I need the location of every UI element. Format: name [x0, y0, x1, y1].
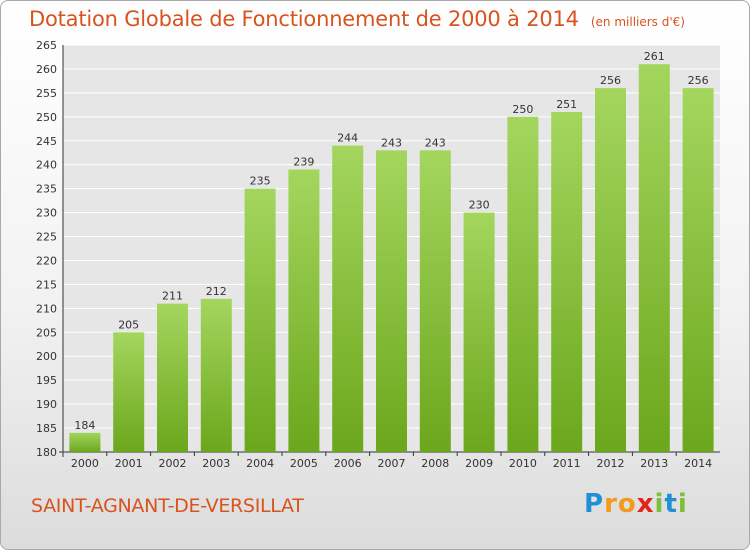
x-tick-label: 2012: [597, 457, 625, 470]
chart-title-block: Dotation Globale de Fonctionnement de 20…: [29, 7, 685, 31]
logo-letter: i: [677, 489, 688, 519]
logo-letter: t: [664, 489, 678, 519]
bar-value-label: 261: [644, 50, 665, 63]
x-tick-label: 2006: [334, 457, 362, 470]
bar: [113, 332, 145, 452]
bar: [682, 88, 714, 452]
bar: [332, 145, 364, 452]
x-tick-label: 2005: [290, 457, 318, 470]
logo-letter: x: [636, 489, 655, 519]
bar-value-label: 211: [162, 290, 183, 303]
x-tick-label: 2000: [71, 457, 99, 470]
y-tick-label: 265: [36, 39, 57, 52]
bar: [638, 64, 670, 452]
bar: [157, 303, 188, 452]
bar: [551, 112, 583, 452]
x-tick-label: 2007: [378, 457, 406, 470]
bar-value-label: 251: [556, 98, 577, 111]
bar: [595, 88, 626, 452]
bar-value-label: 184: [74, 419, 95, 432]
logo-letter: P: [584, 489, 605, 519]
logo-letter: r: [604, 489, 618, 519]
x-tick-label: 2008: [421, 457, 449, 470]
logo-letter: o: [617, 489, 637, 519]
y-tick-label: 210: [36, 302, 57, 315]
bar-value-label: 205: [118, 318, 139, 331]
bar-value-label: 239: [293, 155, 314, 168]
x-tick-label: 2013: [640, 457, 668, 470]
bar-value-label: 235: [250, 175, 271, 188]
bar: [244, 188, 276, 452]
bar-value-label: 243: [381, 136, 402, 149]
y-tick-label: 205: [36, 326, 57, 339]
y-tick-label: 220: [36, 254, 57, 267]
x-tick-label: 2014: [684, 457, 712, 470]
y-tick-label: 255: [36, 87, 57, 100]
y-tick-label: 200: [36, 350, 57, 363]
chart-title: Dotation Globale de Fonctionnement de 20…: [29, 7, 579, 31]
bar-value-label: 244: [337, 132, 358, 145]
y-tick-label: 250: [36, 111, 57, 124]
y-tick-label: 225: [36, 231, 57, 244]
bar-value-label: 256: [688, 74, 709, 87]
bar-value-label: 256: [600, 74, 621, 87]
x-tick-label: 2001: [115, 457, 143, 470]
y-tick-label: 215: [36, 278, 57, 291]
bar: [376, 150, 407, 453]
bar-value-label: 230: [469, 199, 490, 212]
x-tick-label: 2004: [246, 457, 274, 470]
y-tick-label: 235: [36, 183, 57, 196]
bar-value-label: 243: [425, 136, 446, 149]
x-tick-label: 2003: [202, 457, 230, 470]
bar: [507, 116, 539, 453]
bar: [200, 298, 232, 452]
y-tick-label: 185: [36, 422, 57, 435]
bar: [463, 212, 495, 452]
x-tick-label: 2009: [465, 457, 493, 470]
y-tick-label: 195: [36, 374, 57, 387]
bar-value-label: 250: [512, 103, 533, 116]
y-tick-label: 180: [36, 446, 57, 459]
y-tick-label: 230: [36, 207, 57, 220]
y-tick-label: 260: [36, 63, 57, 76]
y-tick-label: 190: [36, 398, 57, 411]
bar: [288, 169, 320, 452]
bar-value-label: 212: [206, 285, 227, 298]
y-tick-label: 240: [36, 159, 57, 172]
y-tick-label: 245: [36, 135, 57, 148]
x-tick-label: 2010: [509, 457, 537, 470]
bar: [69, 432, 101, 452]
x-tick-label: 2011: [553, 457, 581, 470]
bar: [419, 150, 451, 453]
proxiti-logo: Proxiti: [584, 489, 688, 519]
chart-subtitle: (en milliers d'€): [590, 15, 685, 29]
x-tick-label: 2002: [159, 457, 187, 470]
commune-name: SAINT-AGNANT-DE-VERSILLAT: [31, 495, 304, 517]
logo-letter: i: [654, 489, 665, 519]
